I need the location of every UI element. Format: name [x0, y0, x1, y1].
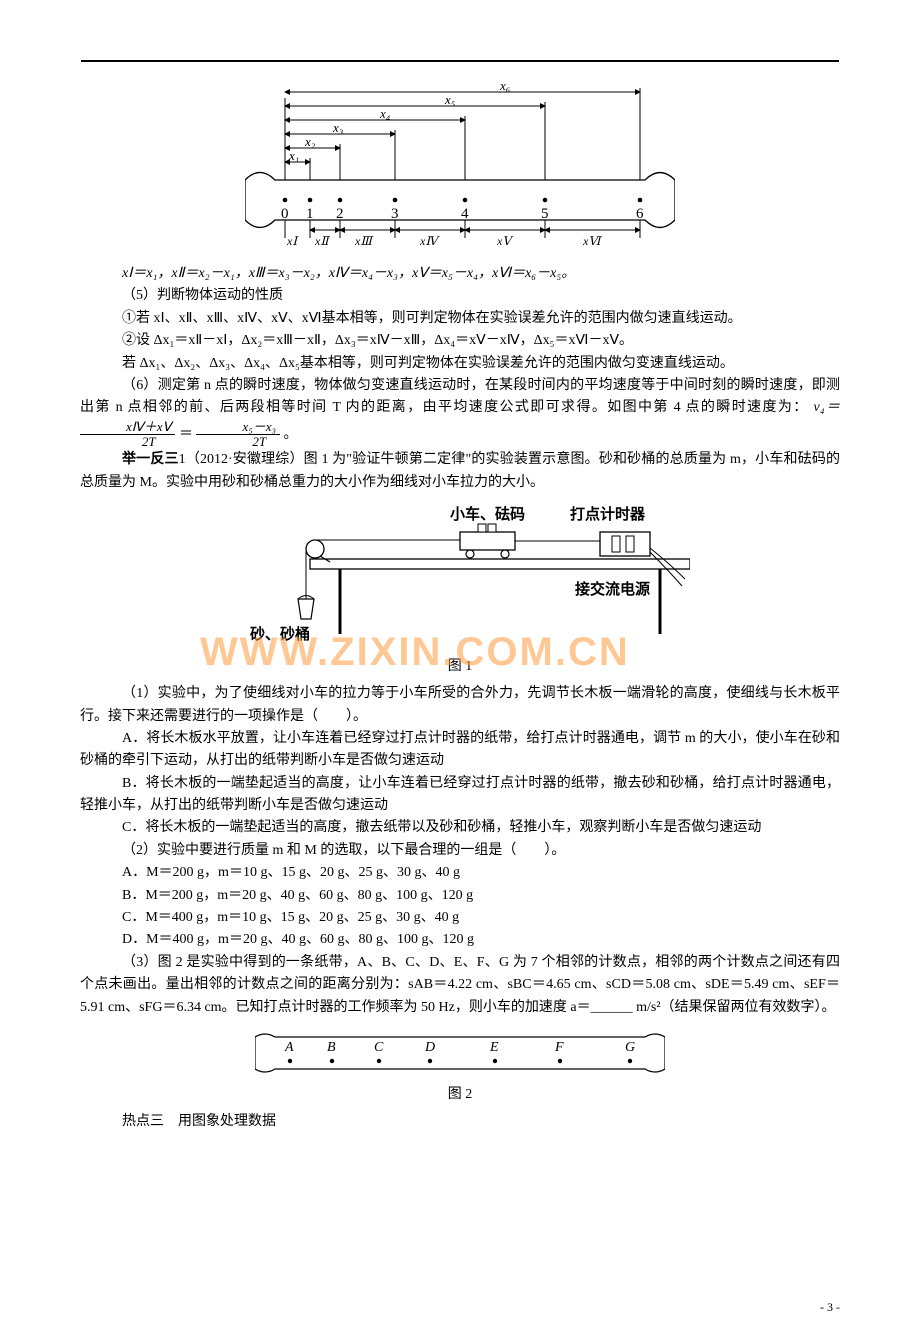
tape-interval-diagram: 0 1 2 3 4 5 6	[80, 80, 840, 255]
q3-text: （3）图 2 是实验中得到的一条纸带，A、B、C、D、E、F、G 为 7 个相邻…	[80, 952, 840, 1019]
figure-1-caption: 图 1	[80, 655, 840, 675]
figure-2: A B C D E F G	[80, 1029, 840, 1077]
q2-option-b: B．M＝200 g，m＝20 g、40 g、60 g、80 g、100 g、12…	[80, 885, 840, 907]
svg-text:xⅥ: xⅥ	[582, 234, 602, 248]
section-5-p2a: ②设 Δx₁＝xⅡ－xⅠ，Δx₂＝xⅢ－xⅡ，Δx₃＝xⅣ－xⅢ，Δx₄＝xⅤ－…	[80, 330, 840, 352]
q2-option-d: D．M＝400 g，m＝20 g、40 g、60 g、80 g、100 g、12…	[80, 929, 840, 951]
svg-text:G: G	[625, 1040, 635, 1055]
svg-text:D: D	[424, 1040, 435, 1055]
page-number: - 3 -	[820, 1300, 840, 1315]
label-power: 接交流电源	[575, 580, 650, 598]
q2-intro: （2）实验中要进行质量 m 和 M 的选取，以下最合理的一组是（ ）。	[80, 840, 840, 862]
svg-text:x₂: x₂	[304, 134, 316, 149]
svg-text:2: 2	[336, 206, 344, 222]
svg-text:F: F	[554, 1040, 564, 1055]
svg-text:3: 3	[391, 206, 399, 222]
q1-option-a: A．将长木板水平放置，让小车连着已经穿过打点计时器的纸带，给打点计时器通电，调节…	[80, 728, 840, 773]
svg-text:E: E	[489, 1040, 499, 1055]
figure-2-caption: 图 2	[80, 1083, 840, 1103]
q1-intro: （1）实验中，为了使细线对小车的拉力等于小车所受的合外力，先调节长木板一端滑轮的…	[80, 683, 840, 728]
svg-text:x₆: x₆	[499, 80, 510, 93]
q1-option-b: B．将长木板的一端垫起适当的高度，让小车连着已经穿过打点计时器的纸带，撤去砂和砂…	[80, 773, 840, 818]
top-border	[81, 60, 839, 62]
label-sand: 砂、砂桶	[250, 625, 310, 643]
svg-text:5: 5	[541, 206, 549, 222]
section-5-p2b: 若 Δx₁、Δx₂、Δx₃、Δx₄、Δx₅基本相等，则可判定物体在实验误差允许的…	[80, 353, 840, 375]
svg-text:1: 1	[306, 206, 314, 222]
svg-text:xⅠ: xⅠ	[286, 234, 299, 248]
svg-text:xⅤ: xⅤ	[496, 234, 514, 248]
x-definitions: xⅠ＝x₁，xⅡ＝x₂－x₁，xⅢ＝x₃－x₂，xⅣ＝x₄－x₃，xⅤ＝x₅－x…	[80, 263, 840, 285]
hotspot-3: 热点三 用图象处理数据	[80, 1111, 840, 1133]
svg-text:6: 6	[636, 206, 644, 222]
section-5-p1: ①若 xⅠ、xⅡ、xⅢ、xⅣ、xⅤ、xⅥ基本相等，则可判定物体在实验误差允许的范…	[80, 308, 840, 330]
svg-text:x₃: x₃	[332, 120, 343, 135]
svg-text:0: 0	[281, 206, 289, 222]
svg-text:xⅡ: xⅡ	[314, 234, 330, 248]
svg-text:x₅: x₅	[444, 92, 455, 107]
svg-text:4: 4	[461, 206, 469, 222]
juyifansan: 举一反三1（2012·安徽理综）图 1 为"验证牛顿第二定律"的实验装置示意图。…	[80, 449, 840, 494]
label-timer: 打点计时器	[570, 505, 646, 523]
figure-1: 小车、砝码 打点计时器 接交流电源 砂、砂桶	[80, 504, 840, 649]
svg-text:x₁: x₁	[288, 148, 299, 163]
q2-option-c: C．M＝400 g，m＝10 g、15 g、20 g、25 g、30 g、40 …	[80, 907, 840, 929]
q1-option-c: C．将长木板的一端垫起适当的高度，撤去纸带以及砂和砂桶，轻推小车，观察判断小车是…	[80, 817, 840, 839]
section-6: （6）测定第 n 点的瞬时速度，物体做匀变速直线运动时，在某段时间内的平均速度等…	[80, 375, 840, 449]
svg-text:C: C	[374, 1040, 384, 1055]
svg-text:xⅣ: xⅣ	[419, 234, 440, 248]
section-5-title: （5）判断物体运动的性质	[80, 285, 840, 307]
svg-text:xⅢ: xⅢ	[354, 234, 374, 248]
svg-text:x₄: x₄	[379, 106, 391, 121]
label-cart: 小车、砝码	[450, 505, 525, 523]
svg-text:A: A	[284, 1040, 294, 1055]
svg-text:B: B	[327, 1040, 336, 1055]
q2-option-a: A．M＝200 g，m＝10 g、15 g、20 g、25 g、30 g、40 …	[80, 862, 840, 884]
